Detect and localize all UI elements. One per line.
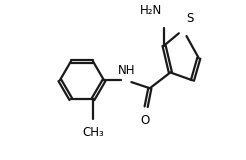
Text: O: O	[140, 113, 150, 127]
Text: CH₃: CH₃	[82, 126, 104, 139]
Text: S: S	[186, 12, 194, 25]
Text: H₂N: H₂N	[140, 4, 162, 17]
Text: NH: NH	[117, 64, 135, 77]
